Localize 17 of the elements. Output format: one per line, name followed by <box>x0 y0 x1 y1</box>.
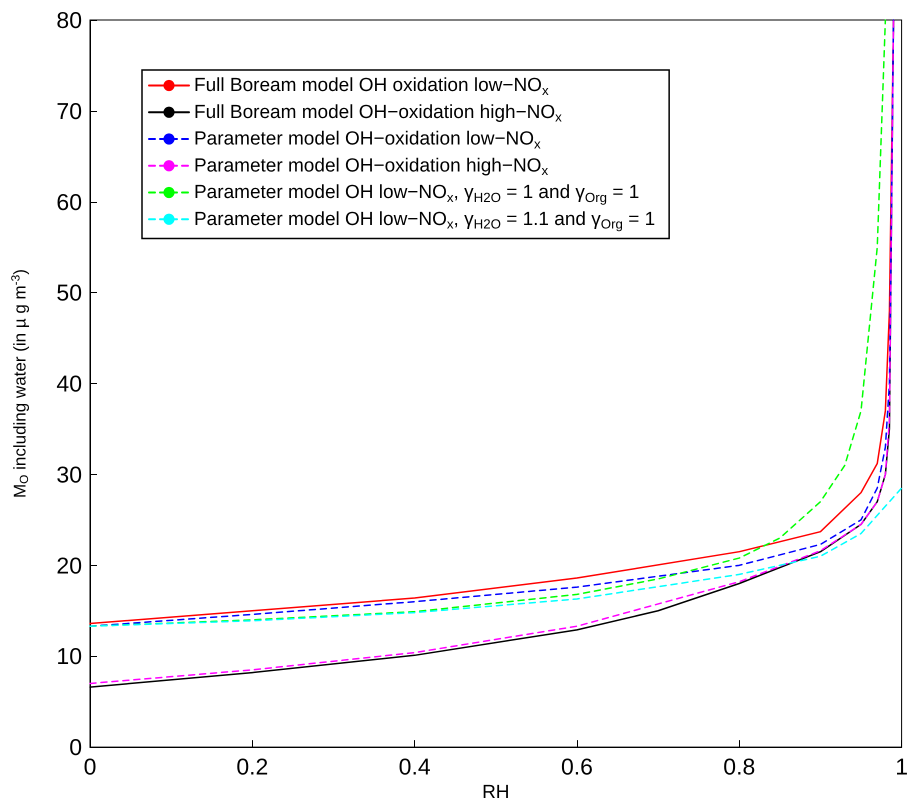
y-tick-label: 20 <box>56 552 82 578</box>
x-tick-label: 0.4 <box>398 754 431 780</box>
y-axis-title: MO including water (in µ g m-3) <box>8 269 31 498</box>
x-tick-label: 1 <box>895 754 908 780</box>
y-tick-label: 0 <box>69 734 82 760</box>
y-tick-label: 70 <box>56 98 82 124</box>
x-tick-label: 0.8 <box>723 754 756 780</box>
y-tick-label: 40 <box>56 370 82 397</box>
y-tick-label: 50 <box>56 280 82 306</box>
y-tick-label: 80 <box>56 7 82 33</box>
y-tick-label: 60 <box>56 188 82 215</box>
line-series <box>89 487 902 627</box>
x-axis-title: RH <box>482 782 510 803</box>
y-tick-label: 10 <box>56 643 82 670</box>
x-tick-label: 0.2 <box>236 754 268 780</box>
y-tick-label: 30 <box>56 461 82 488</box>
x-tick-label: 0.6 <box>560 754 593 780</box>
